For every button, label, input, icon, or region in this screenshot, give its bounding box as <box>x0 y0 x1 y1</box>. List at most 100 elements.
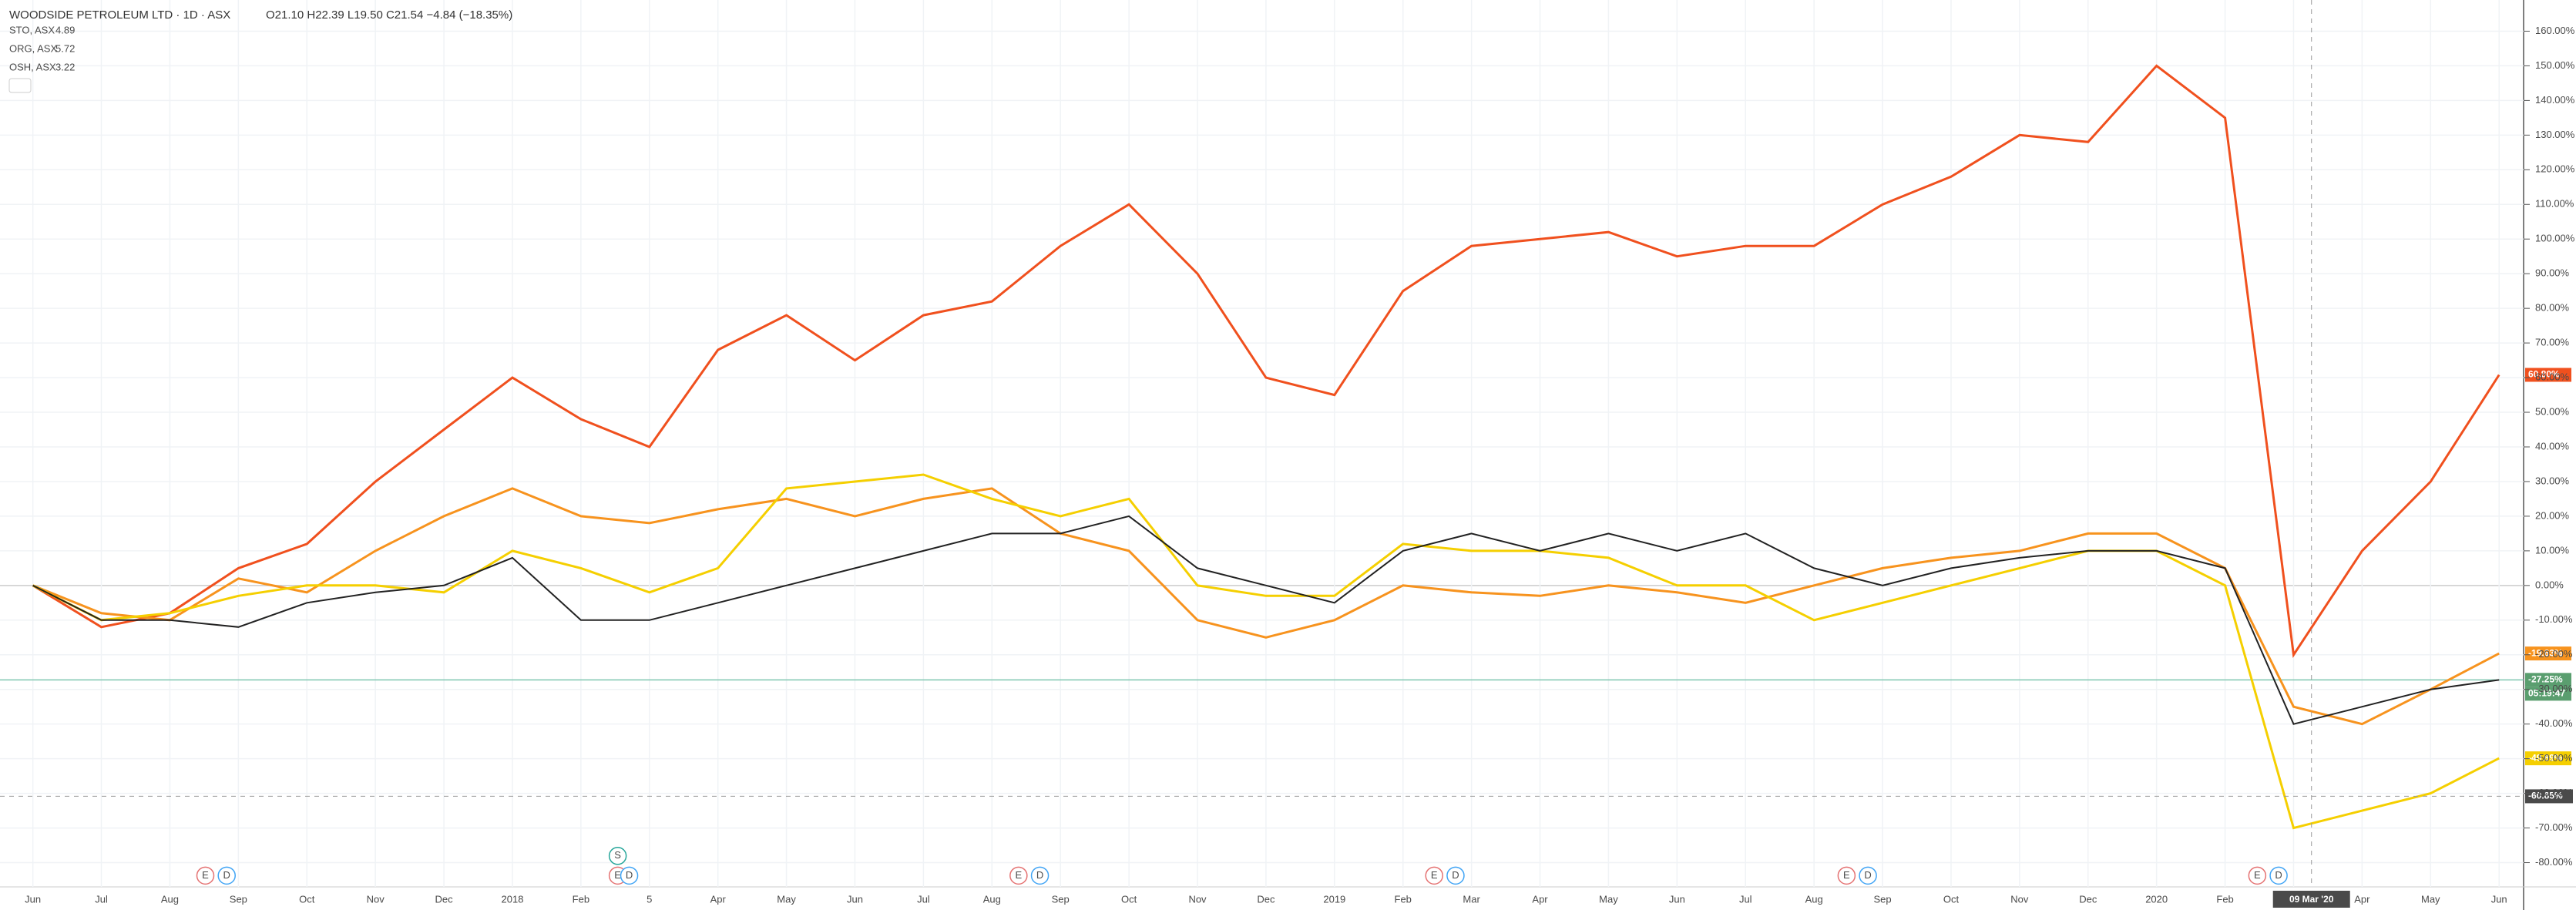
event-marker[interactable] <box>2269 866 2288 885</box>
event-letter: E <box>1016 869 1023 881</box>
last-value-label: -27.25% <box>2528 674 2563 685</box>
last-value-label: 60.80% <box>2528 369 2560 380</box>
x-tick-label: Apr <box>2354 893 2370 905</box>
x-tick-label: Jun <box>1669 893 1685 905</box>
x-tick-label: Oct <box>1121 893 1137 905</box>
y-tick-label: 150.00% <box>2535 59 2575 71</box>
event-marker[interactable] <box>1009 866 1028 885</box>
y-tick-label: -40.00% <box>2535 717 2573 729</box>
y-tick-label: 0.00% <box>2535 579 2564 590</box>
legend-name: ORG, ASX <box>9 42 57 54</box>
x-tick-label: Nov <box>367 893 385 905</box>
x-tick-label: Nov <box>2010 893 2029 905</box>
x-tick-label: Apr <box>1532 893 1548 905</box>
series-line <box>32 515 2500 725</box>
last-value-tag <box>2525 646 2571 661</box>
collapse-button[interactable] <box>8 78 32 93</box>
event-marker[interactable] <box>2248 866 2267 885</box>
x-tick-label: Jun <box>2491 893 2507 905</box>
y-tick-label: 120.00% <box>2535 163 2575 175</box>
y-tick-label: 90.00% <box>2535 267 2570 279</box>
x-tick-label: Aug <box>1805 893 1823 905</box>
y-tick-label: -60.00% <box>2535 787 2573 798</box>
event-letter: D <box>2275 869 2282 881</box>
x-tick-label: May <box>2421 893 2440 905</box>
event-letter: D <box>1036 869 1043 881</box>
last-value-label: -49.89% <box>2528 752 2563 763</box>
event-marker[interactable] <box>1859 866 1877 885</box>
x-tick-label: 5 <box>647 893 652 905</box>
y-tick-label: 140.00% <box>2535 94 2575 106</box>
event-letter: E <box>614 869 621 881</box>
x-tick-label: May <box>777 893 796 905</box>
x-tick-label: Jul <box>917 893 930 905</box>
x-tick-label: Jul <box>95 893 108 905</box>
x-tick-label: May <box>1599 893 1618 905</box>
y-tick-label: -70.00% <box>2535 821 2573 833</box>
x-tick-label: Sep <box>230 893 247 905</box>
x-tick-label: 2020 <box>2145 893 2168 905</box>
y-tick-label: -20.00% <box>2535 648 2573 660</box>
x-tick-label: Jul <box>1739 893 1752 905</box>
legend-price: 4.89 <box>55 24 75 35</box>
y-tick-label: 110.00% <box>2535 198 2574 210</box>
y-tick-label: 50.00% <box>2535 405 2570 417</box>
legend-price: 5.72 <box>55 42 75 54</box>
x-tick-label: Sep <box>1052 893 1070 905</box>
event-letter: E <box>2254 869 2261 881</box>
x-tick-label: Feb <box>1395 893 1412 905</box>
event-marker[interactable] <box>1030 866 1050 885</box>
x-tick-label: 2019 <box>1323 893 1345 905</box>
last-value-label: -19.63% <box>2528 647 2563 658</box>
event-letter: D <box>626 869 633 881</box>
x-tick-label: 2018 <box>502 893 524 905</box>
y-tick-label: 130.00% <box>2535 129 2575 140</box>
crosshair-x-tag <box>2272 891 2350 908</box>
series-line <box>32 487 2500 726</box>
event-marker[interactable] <box>196 866 215 885</box>
x-tick-label: Aug <box>161 893 179 905</box>
y-tick-label: 60.00% <box>2535 371 2570 383</box>
event-marker[interactable] <box>217 866 236 885</box>
event-marker[interactable] <box>620 866 639 885</box>
x-tick-label: Sep <box>1873 893 1891 905</box>
ohlc: O21.10 H22.39 L19.50 C21.54 −4.84 (−18.3… <box>266 8 512 22</box>
y-tick-label: 160.00% <box>2535 25 2575 36</box>
x-tick-label: Nov <box>1188 893 1207 905</box>
crosshair-x-label: 09 Mar '20 <box>2289 894 2334 905</box>
grid <box>0 0 2524 887</box>
chart-title: WOODSIDE PETROLEUM LTD · 1D · ASX <box>9 8 230 22</box>
x-tick-label: Aug <box>983 893 1001 905</box>
event-letter: S <box>614 849 621 861</box>
y-tick-label: -30.00% <box>2535 683 2573 694</box>
legend-name: STO, ASX <box>9 24 55 35</box>
y-tick-label: 70.00% <box>2535 337 2570 348</box>
event-letter: D <box>223 869 230 881</box>
y-tick-label: 40.00% <box>2535 440 2570 452</box>
legend-price: 3.22 <box>55 61 75 72</box>
y-tick-label: 30.00% <box>2535 475 2570 486</box>
event-letter: E <box>1843 869 1850 881</box>
event-letter: E <box>1431 869 1438 881</box>
x-tick-label: Jun <box>847 893 863 905</box>
x-tick-label: Apr <box>710 893 727 905</box>
x-tick-label: Mar <box>1463 893 1480 905</box>
y-tick-label: 100.00% <box>2535 233 2575 244</box>
last-value-tag <box>2525 368 2571 382</box>
event-letter: E <box>202 869 209 881</box>
event-letter: D <box>1452 869 1459 881</box>
event-letter: D <box>1864 869 1871 881</box>
x-tick-label: Dec <box>2079 893 2097 905</box>
x-tick-label: Feb <box>573 893 589 905</box>
legend-name: OSH, ASX <box>9 61 56 72</box>
y-tick-label: -10.00% <box>2535 613 2573 625</box>
event-marker[interactable] <box>1446 866 1465 885</box>
event-marker[interactable] <box>1425 866 1443 885</box>
event-marker[interactable] <box>1837 866 1856 885</box>
event-marker[interactable] <box>608 847 627 865</box>
x-tick-label: Oct <box>1943 893 1960 905</box>
x-tick-label: Jun <box>25 893 41 905</box>
